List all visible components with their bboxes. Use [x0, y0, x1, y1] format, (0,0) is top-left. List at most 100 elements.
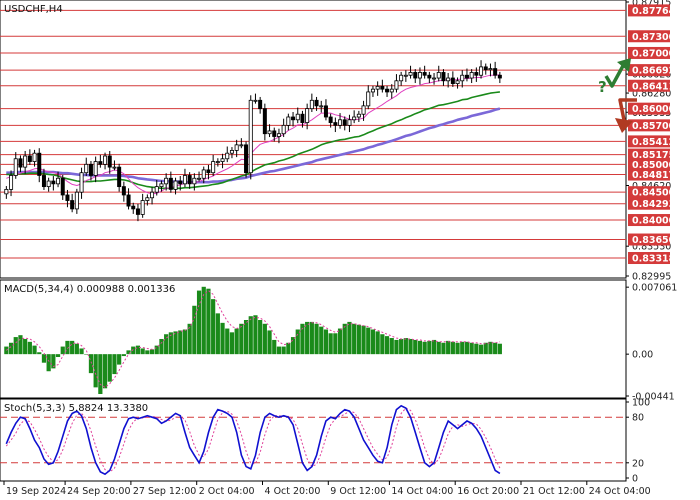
macd-bar	[342, 323, 347, 355]
macd-panel-title: MACD(5,34,4) 0.000988 0.001336	[4, 284, 175, 295]
sma-fast-line	[6, 74, 500, 195]
candle-body	[469, 72, 474, 79]
sma-slow-line	[6, 107, 501, 184]
time-tick-label: 2 Oct 04:00	[199, 486, 255, 497]
candle-body	[107, 155, 112, 168]
candle-body	[103, 155, 108, 165]
macd-bar	[417, 340, 423, 355]
macd-bar	[164, 334, 169, 355]
price-level-label: 0.86411	[632, 81, 675, 92]
candle-body	[262, 108, 267, 135]
macd-panel-frame	[0, 279, 627, 399]
price-level-label-bg	[628, 186, 670, 199]
macd-bar	[267, 330, 272, 355]
price-level-label-bg	[628, 148, 670, 161]
candle-body	[474, 72, 479, 76]
candle-body	[450, 77, 455, 84]
candle-body	[291, 116, 296, 121]
candle-body	[239, 144, 244, 147]
candle-body	[483, 66, 488, 71]
macd-bar	[286, 342, 291, 355]
candle-body	[121, 186, 126, 196]
candle-body	[394, 80, 399, 90]
candle-body	[65, 194, 70, 201]
candle-body	[276, 133, 281, 137]
macd-bar	[361, 325, 366, 355]
macd-bar	[446, 340, 451, 355]
candle-body	[380, 85, 385, 90]
candle-body	[126, 194, 131, 207]
candle-body	[413, 72, 418, 79]
macd-bar	[117, 354, 122, 365]
macd-bar	[464, 341, 470, 355]
price-level-label-bg	[628, 252, 670, 265]
macd-bar	[436, 341, 441, 355]
candle-body	[229, 150, 234, 154]
macd-bar	[399, 338, 404, 355]
sma-mid-line	[6, 91, 501, 190]
macd-bar	[225, 328, 230, 355]
candle-body	[197, 177, 202, 180]
candle-body	[464, 74, 469, 79]
candle-body	[131, 205, 136, 210]
macd-tick-label: 0.007061	[632, 283, 677, 294]
macd-bar	[93, 354, 98, 388]
candle-body	[234, 144, 239, 151]
time-tick-label: 16 Oct 20:00	[457, 486, 519, 497]
candle-body	[314, 99, 319, 107]
candle-body	[140, 200, 145, 215]
macd-bar	[305, 321, 310, 355]
macd-bar	[51, 354, 56, 369]
macd-bar	[408, 338, 413, 355]
macd-bar	[427, 340, 432, 355]
candle-body	[192, 177, 197, 185]
candle-body	[267, 130, 272, 135]
price-level-label: 0.87300	[632, 32, 676, 43]
macd-bar	[182, 329, 188, 355]
candle-body	[441, 72, 446, 82]
price-level-label: 0.87000	[632, 48, 676, 59]
price-panel-frame	[0, 0, 627, 279]
macd-bar	[483, 342, 488, 355]
candle-body	[159, 183, 164, 188]
stochastic-lines	[5, 404, 501, 476]
candle-body	[187, 175, 192, 185]
macd-bar	[323, 329, 329, 355]
candle-body	[225, 152, 230, 160]
price-level-label: 0.85700	[632, 121, 676, 132]
candle-body	[248, 99, 253, 174]
candle-body	[399, 74, 404, 82]
price-level-label-bg	[628, 158, 670, 171]
candle-body	[178, 180, 183, 185]
candle-body	[338, 119, 343, 126]
candle-body	[46, 180, 51, 188]
time-tick-label: 27 Sep 12:00	[133, 486, 196, 497]
candle-body	[352, 116, 357, 121]
stochastic-panel-title: Stoch(5,3,3) 5.8824 13.3380	[4, 403, 148, 414]
macd-bar	[178, 330, 183, 355]
up-arrow-head-icon	[617, 58, 631, 72]
macd-bar	[309, 321, 314, 355]
candle-body	[164, 177, 169, 185]
price-tick-label: 0.87915	[632, 0, 671, 9]
macd-bar	[131, 346, 136, 355]
macd-bar	[248, 316, 253, 355]
price-level-label: 0.87764	[632, 6, 676, 17]
candle-body	[84, 163, 89, 174]
macd-bar	[196, 290, 202, 355]
macd-bar	[70, 340, 75, 355]
macd-bar	[215, 313, 220, 355]
candle-body	[295, 113, 300, 121]
candle-body	[258, 99, 263, 110]
candle-body	[432, 77, 437, 80]
candle-body	[27, 155, 32, 162]
down-arrow-head-icon	[615, 118, 633, 133]
macd-bar	[154, 345, 159, 355]
candle-body	[60, 177, 65, 196]
candle-body	[215, 161, 220, 163]
macd-bar	[206, 288, 211, 355]
macd-bar	[23, 338, 28, 355]
stochastic-k-line	[5, 404, 501, 476]
macd-bar	[121, 354, 126, 357]
candle-body	[37, 152, 42, 176]
